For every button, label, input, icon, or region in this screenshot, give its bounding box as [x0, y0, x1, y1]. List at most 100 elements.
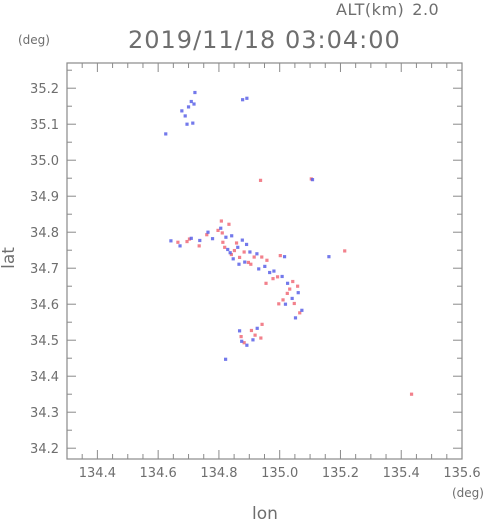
negative-data-point	[237, 329, 242, 333]
x-tick-label: 134.6	[140, 466, 177, 481]
positive-data-point	[291, 279, 295, 284]
y-tick-label: 35.1	[30, 118, 59, 133]
negative-data-point	[240, 238, 244, 242]
negative-data-point	[255, 252, 259, 256]
negative-data-point	[183, 114, 187, 118]
positive-data-point	[223, 245, 227, 249]
negative-data-point	[293, 316, 298, 320]
negative-data-point	[243, 260, 247, 264]
x-axis-unit: (deg)	[452, 486, 484, 500]
negative-data-point	[251, 338, 255, 342]
negative-data-point	[230, 234, 234, 238]
negative-data-point	[240, 339, 244, 343]
y-tick-label: 34.7	[30, 262, 59, 277]
positive-data-point	[252, 255, 256, 259]
positive-data-point	[292, 301, 296, 306]
positive-data-point	[298, 311, 302, 315]
positive-data-point	[275, 275, 280, 279]
negative-data-point	[224, 357, 228, 361]
y-tick-label: 34.6	[30, 298, 59, 313]
x-axis-label: lon	[252, 504, 278, 524]
negative-data-point	[180, 109, 184, 113]
positive-data-point	[227, 222, 231, 226]
positive-data-point	[176, 240, 180, 244]
negative-data-point	[228, 251, 232, 255]
positive-data-point	[265, 258, 269, 262]
positive-data-point	[237, 255, 242, 259]
negative-data-point	[280, 274, 284, 279]
datetime-title: 2019/11/18 03:04:00	[128, 26, 401, 54]
y-tick-label: 34.5	[30, 334, 59, 349]
negative-data-point	[244, 242, 249, 247]
positive-data-point	[288, 287, 292, 291]
positive-data-point	[234, 241, 239, 245]
positive-data-point	[216, 228, 220, 232]
negative-data-point	[236, 245, 240, 249]
negative-data-point	[210, 237, 215, 241]
y-tick-label: 34.3	[30, 406, 59, 421]
positive-data-point	[249, 328, 254, 333]
positive-data-point	[271, 277, 275, 281]
positive-data-point	[249, 262, 253, 266]
x-tick-label: 134.8	[200, 466, 237, 481]
negative-data-point	[224, 235, 228, 239]
positive-data-point	[253, 333, 257, 337]
positive-data-point	[296, 284, 300, 288]
altitude-label-text: ALT(km)	[336, 0, 405, 19]
positive-data-point	[277, 302, 281, 306]
y-tick-label: 34.8	[30, 226, 59, 241]
positive-data-point	[229, 252, 233, 257]
altitude-label: ALT(km) 2.0	[336, 0, 439, 19]
positive-data-point	[285, 291, 289, 295]
positive-data-point	[343, 249, 347, 253]
negative-data-point	[198, 238, 202, 243]
negative-data-point	[310, 178, 315, 182]
negative-data-point	[296, 291, 300, 295]
negative-data-point	[248, 250, 252, 254]
negative-data-point	[189, 236, 193, 240]
positive-data-point	[246, 260, 250, 265]
positive-data-point	[187, 237, 192, 241]
positive-data-point	[258, 178, 263, 182]
negative-data-point	[283, 302, 288, 306]
negative-data-point	[300, 308, 304, 312]
x-tick-label: 134.4	[79, 466, 116, 481]
negative-data-point	[192, 102, 196, 106]
negative-data-point	[282, 255, 287, 259]
negative-data-point	[237, 262, 241, 266]
negative-data-point	[169, 239, 173, 243]
positive-data-point	[281, 298, 285, 302]
positive-data-point	[232, 248, 237, 253]
negative-data-point	[178, 244, 182, 248]
negative-data-point	[191, 121, 195, 125]
positive-data-point	[239, 335, 243, 339]
negative-data-point	[327, 255, 331, 259]
negative-data-point	[219, 226, 223, 230]
positive-data-point	[259, 336, 263, 340]
x-tick-label: 135.6	[443, 466, 480, 481]
x-tick-label: 135.2	[322, 466, 359, 481]
negative-data-point	[268, 270, 272, 275]
positive-data-point	[197, 244, 201, 248]
negative-data-point	[255, 326, 259, 330]
negative-data-point	[206, 230, 210, 234]
positive-data-point	[260, 255, 264, 259]
negative-data-point	[263, 264, 267, 268]
negative-data-point	[285, 281, 290, 285]
positive-data-point	[205, 233, 209, 237]
negative-data-point	[189, 99, 193, 104]
negative-data-point	[231, 257, 235, 261]
negative-data-point	[186, 105, 191, 109]
y-tick-label: 35.2	[30, 82, 59, 97]
y-tick-label: 34.2	[30, 442, 59, 457]
negative-data-point	[272, 269, 276, 273]
plot-frame	[66, 62, 463, 460]
y-tick-label: 34.4	[30, 370, 59, 385]
positive-data-point	[242, 341, 246, 345]
x-tick-label: 135.0	[261, 466, 298, 481]
positive-data-point	[242, 250, 246, 254]
y-tick-label: 34.9	[30, 190, 59, 205]
positive-data-point	[264, 281, 268, 285]
y-axis-unit: (deg)	[18, 33, 50, 47]
negative-data-point	[257, 267, 261, 271]
